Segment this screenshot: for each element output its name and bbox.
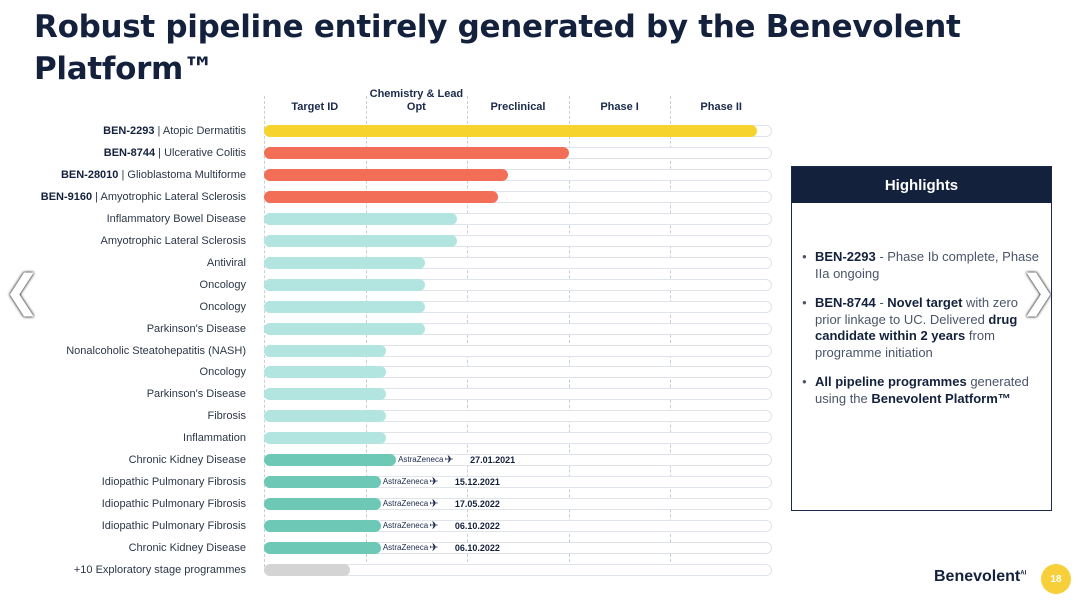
programme-bar	[264, 256, 425, 269]
programme-label: Oncology	[199, 366, 246, 379]
phase-header: Chemistry & Lead Opt	[369, 88, 464, 113]
programme-bar	[264, 146, 569, 159]
programme-label: BEN-8744 | Ulcerative Colitis	[103, 146, 246, 159]
programme-label: Chronic Kidney Disease	[128, 542, 246, 555]
programme-bar	[264, 366, 386, 379]
programme-label: Inflammation	[183, 432, 246, 445]
programme-bar	[264, 278, 425, 291]
programme-label: Idiopathic Pulmonary Fibrosis	[101, 498, 246, 511]
partner-logo: AstraZeneca✈	[382, 520, 439, 533]
highlight-item: BEN-2293 - Phase Ib complete, Phase IIa …	[802, 249, 1042, 282]
partner-logo: AstraZeneca✈	[382, 542, 439, 555]
phase-header: Preclinical	[490, 101, 546, 113]
astrazeneca-logo-icon: ✈	[429, 542, 439, 555]
chevron-right-icon: ❯	[1019, 265, 1057, 317]
programme-label: Oncology	[199, 278, 246, 291]
programme-label: BEN-28010 | Glioblastoma Multiforme	[60, 168, 246, 181]
programme-label: Chronic Kidney Disease	[128, 454, 246, 467]
programme-label: BEN-9160 | Amyotrophic Lateral Sclerosis	[40, 190, 246, 203]
programme-label: +10 Exploratory stage programmes	[73, 564, 246, 576]
programme-label: Amyotrophic Lateral Sclerosis	[100, 234, 246, 247]
programme-label: Inflammatory Bowel Disease	[106, 212, 246, 225]
astrazeneca-logo-icon: ✈	[429, 476, 439, 489]
phase-header: Target ID	[291, 101, 339, 113]
benevolent-logo: BenevolentAI	[934, 568, 1027, 585]
programme-bar	[264, 212, 458, 225]
astrazeneca-logo-icon: ✈	[444, 454, 454, 467]
next-slide-button[interactable]: ❯	[1019, 265, 1057, 317]
programme-bar	[264, 432, 386, 445]
programme-label: Parkinson's Disease	[146, 322, 246, 335]
astrazeneca-logo-icon: ✈	[429, 520, 439, 533]
programme-bar	[264, 168, 508, 181]
partner-date: 06.10.2022	[454, 543, 500, 554]
programme-label: Antiviral	[206, 256, 246, 269]
programme-label: Idiopathic Pulmonary Fibrosis	[101, 476, 246, 489]
programme-label: Parkinson's Disease	[146, 388, 246, 401]
slide-title: Robust pipeline entirely generated by th…	[34, 9, 961, 87]
programme-bar	[264, 300, 425, 313]
highlight-item: All pipeline programmes generated using …	[802, 374, 1042, 407]
phase-divider	[264, 96, 265, 572]
partner-logo: AstraZeneca✈	[382, 476, 439, 489]
programme-bar	[264, 498, 381, 511]
partner-logo: AstraZeneca✈	[398, 454, 454, 467]
programme-bar	[264, 410, 386, 423]
programme-bar	[264, 454, 397, 467]
programme-bar	[264, 344, 386, 357]
programme-bar	[264, 322, 425, 335]
prev-slide-button[interactable]: ❮	[3, 265, 41, 317]
programme-bar	[264, 542, 381, 555]
highlights-panel: Highlights BEN-2293 - Phase Ib complete,…	[791, 166, 1052, 511]
programme-label: BEN-2293 | Atopic Dermatitis	[103, 125, 246, 137]
programme-bar	[264, 520, 381, 533]
partner-date: 15.12.2021	[454, 477, 500, 488]
highlight-item: BEN-8744 - Novel target with zero prior …	[802, 295, 1042, 361]
programme-bar	[264, 388, 386, 401]
programme-bar	[264, 190, 498, 203]
programme-bar	[264, 564, 351, 576]
page-number: 18	[1041, 564, 1071, 594]
highlights-list: BEN-2293 - Phase Ib complete, Phase IIa …	[802, 249, 1042, 420]
astrazeneca-logo-icon: ✈	[429, 498, 439, 511]
programme-label: Fibrosis	[207, 410, 246, 423]
programme-bar	[264, 125, 757, 137]
phase-header: Phase II	[700, 101, 742, 113]
programme-label: Idiopathic Pulmonary Fibrosis	[101, 520, 246, 533]
partner-date: 06.10.2022	[454, 521, 500, 532]
partner-logo: AstraZeneca✈	[382, 498, 439, 511]
highlights-title: Highlights	[792, 167, 1051, 203]
programme-bar	[264, 476, 381, 489]
chevron-left-icon: ❮	[3, 265, 41, 317]
partner-date: 27.01.2021	[470, 455, 516, 466]
partner-date: 17.05.2022	[454, 499, 500, 510]
phase-header: Phase I	[600, 101, 639, 113]
programme-label: Oncology	[199, 300, 246, 313]
programme-label: Nonalcoholic Steatohepatitis (NASH)	[66, 344, 246, 357]
programme-bar	[264, 234, 458, 247]
